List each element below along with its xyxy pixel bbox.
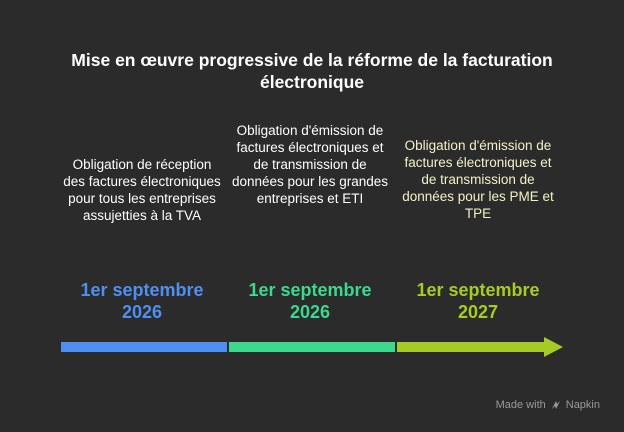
milestone-2-description: Obligation d'émission de factures électr… bbox=[231, 123, 389, 206]
timeline-segment-3 bbox=[397, 342, 545, 352]
milestone-1-description: Obligation de réception des factures éle… bbox=[63, 157, 221, 223]
page-title: Mise en œuvre progressive de la réforme … bbox=[71, 50, 553, 92]
timeline-arrow-head bbox=[544, 337, 563, 357]
timeline-segment-1 bbox=[61, 342, 227, 352]
milestone-2-date: 1er septembre 2026 bbox=[248, 280, 372, 322]
made-with-label: Made with bbox=[495, 399, 546, 411]
napkin-brand-label: Napkin bbox=[565, 399, 600, 411]
milestone-3-date: 1er septembre 2027 bbox=[416, 280, 540, 322]
napkin-logo-icon bbox=[550, 399, 562, 411]
timeline-segment-2 bbox=[229, 342, 395, 352]
footer-attribution: Made with Napkin bbox=[496, 398, 600, 412]
milestone-1-date: 1er septembre 2026 bbox=[80, 280, 204, 322]
milestone-3-description: Obligation d'émission de factures électr… bbox=[402, 138, 554, 221]
